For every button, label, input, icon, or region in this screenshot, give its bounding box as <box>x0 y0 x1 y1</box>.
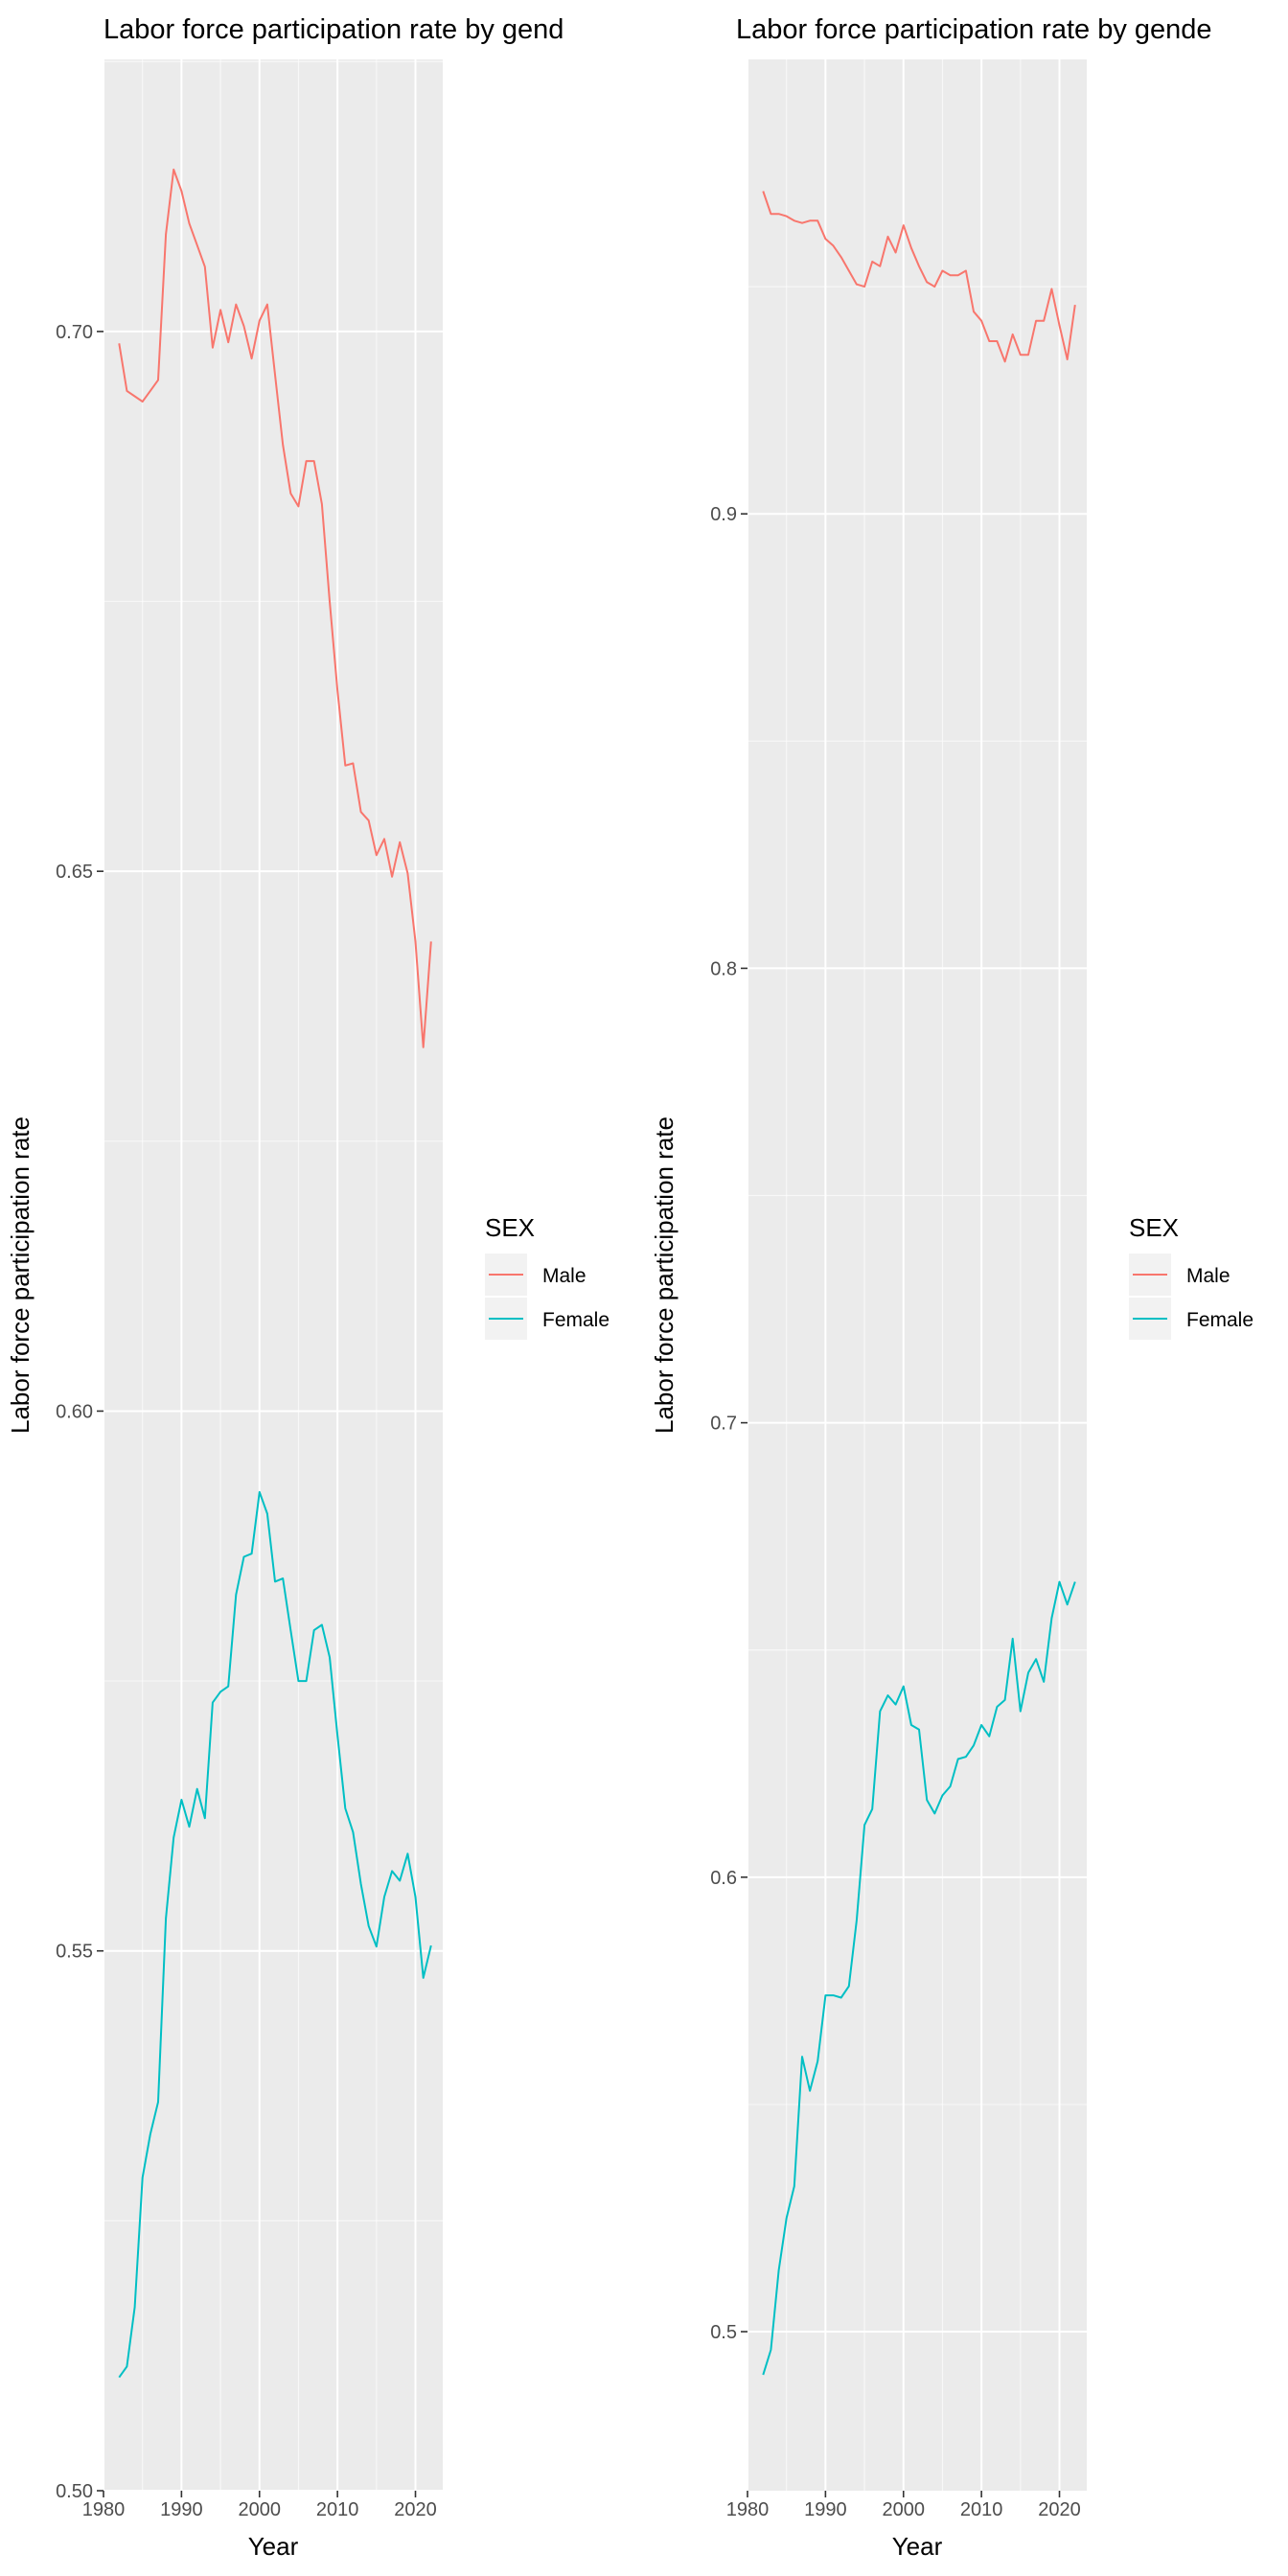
legend: SEX Male Female <box>485 1213 610 1340</box>
x-tick-label: 2020 <box>394 2499 437 2520</box>
y-tick-label: 0.65 <box>56 862 93 883</box>
y-axis-title: Labor force participation rate <box>650 1116 678 1434</box>
y-tick-label: 0.9 <box>710 504 737 525</box>
y-tick-label: 0.70 <box>56 322 93 343</box>
series-line-male <box>118 168 432 1048</box>
legend-label-female: Female <box>1186 1309 1254 1331</box>
x-tick-label: 1980 <box>82 2499 126 2520</box>
y-tick-label: 0.50 <box>56 2481 93 2502</box>
y-axis-title: Labor force participation rate <box>6 1116 34 1434</box>
series-line-female <box>762 1580 1076 2376</box>
chart-title: Labor force participation rate by gend <box>104 14 564 45</box>
y-tick-label: 0.55 <box>56 1942 93 1963</box>
plot-background <box>104 59 443 2491</box>
y-tick-label: 0.7 <box>710 1414 737 1435</box>
legend-label-male: Male <box>542 1265 586 1287</box>
x-tick-label: 1990 <box>804 2499 847 2520</box>
series-line-female <box>118 1490 432 2379</box>
y-tick-label: 0.60 <box>56 1401 93 1422</box>
x-tick-label: 1980 <box>726 2499 770 2520</box>
legend-label-female: Female <box>542 1309 610 1331</box>
y-tick-label: 0.5 <box>710 2322 737 2343</box>
series-line-male <box>762 191 1076 363</box>
x-tick-label: 1990 <box>160 2499 203 2520</box>
x-axis-title: Year <box>892 2532 943 2561</box>
y-tick-label: 0.8 <box>710 958 737 979</box>
x-axis-title: Year <box>248 2532 299 2561</box>
x-tick-label: 2010 <box>316 2499 359 2520</box>
plot-background <box>748 59 1087 2491</box>
chart-panel-1: 1980 1990 2000 2010 2020 0.50 0.55 0.60 0.65 0.70… <box>6 14 610 2561</box>
chart-title: Labor force participation rate by gende <box>736 14 1212 45</box>
x-tick-label: 2020 <box>1038 2499 1081 2520</box>
legend: SEX Male Female <box>1129 1213 1254 1340</box>
x-tick-label: 2010 <box>960 2499 1003 2520</box>
legend-title: SEX <box>485 1213 535 1242</box>
legend-title: SEX <box>1129 1213 1179 1242</box>
chart-panel-2: 1980 1990 2000 2010 2020 0.5 0.6 0.7 0.8 0.9 Labor… <box>650 14 1254 2561</box>
x-tick-label: 2000 <box>883 2499 926 2520</box>
x-tick-label: 2000 <box>239 2499 282 2520</box>
legend-label-male: Male <box>1186 1265 1230 1287</box>
y-tick-label: 0.6 <box>710 1868 737 1889</box>
